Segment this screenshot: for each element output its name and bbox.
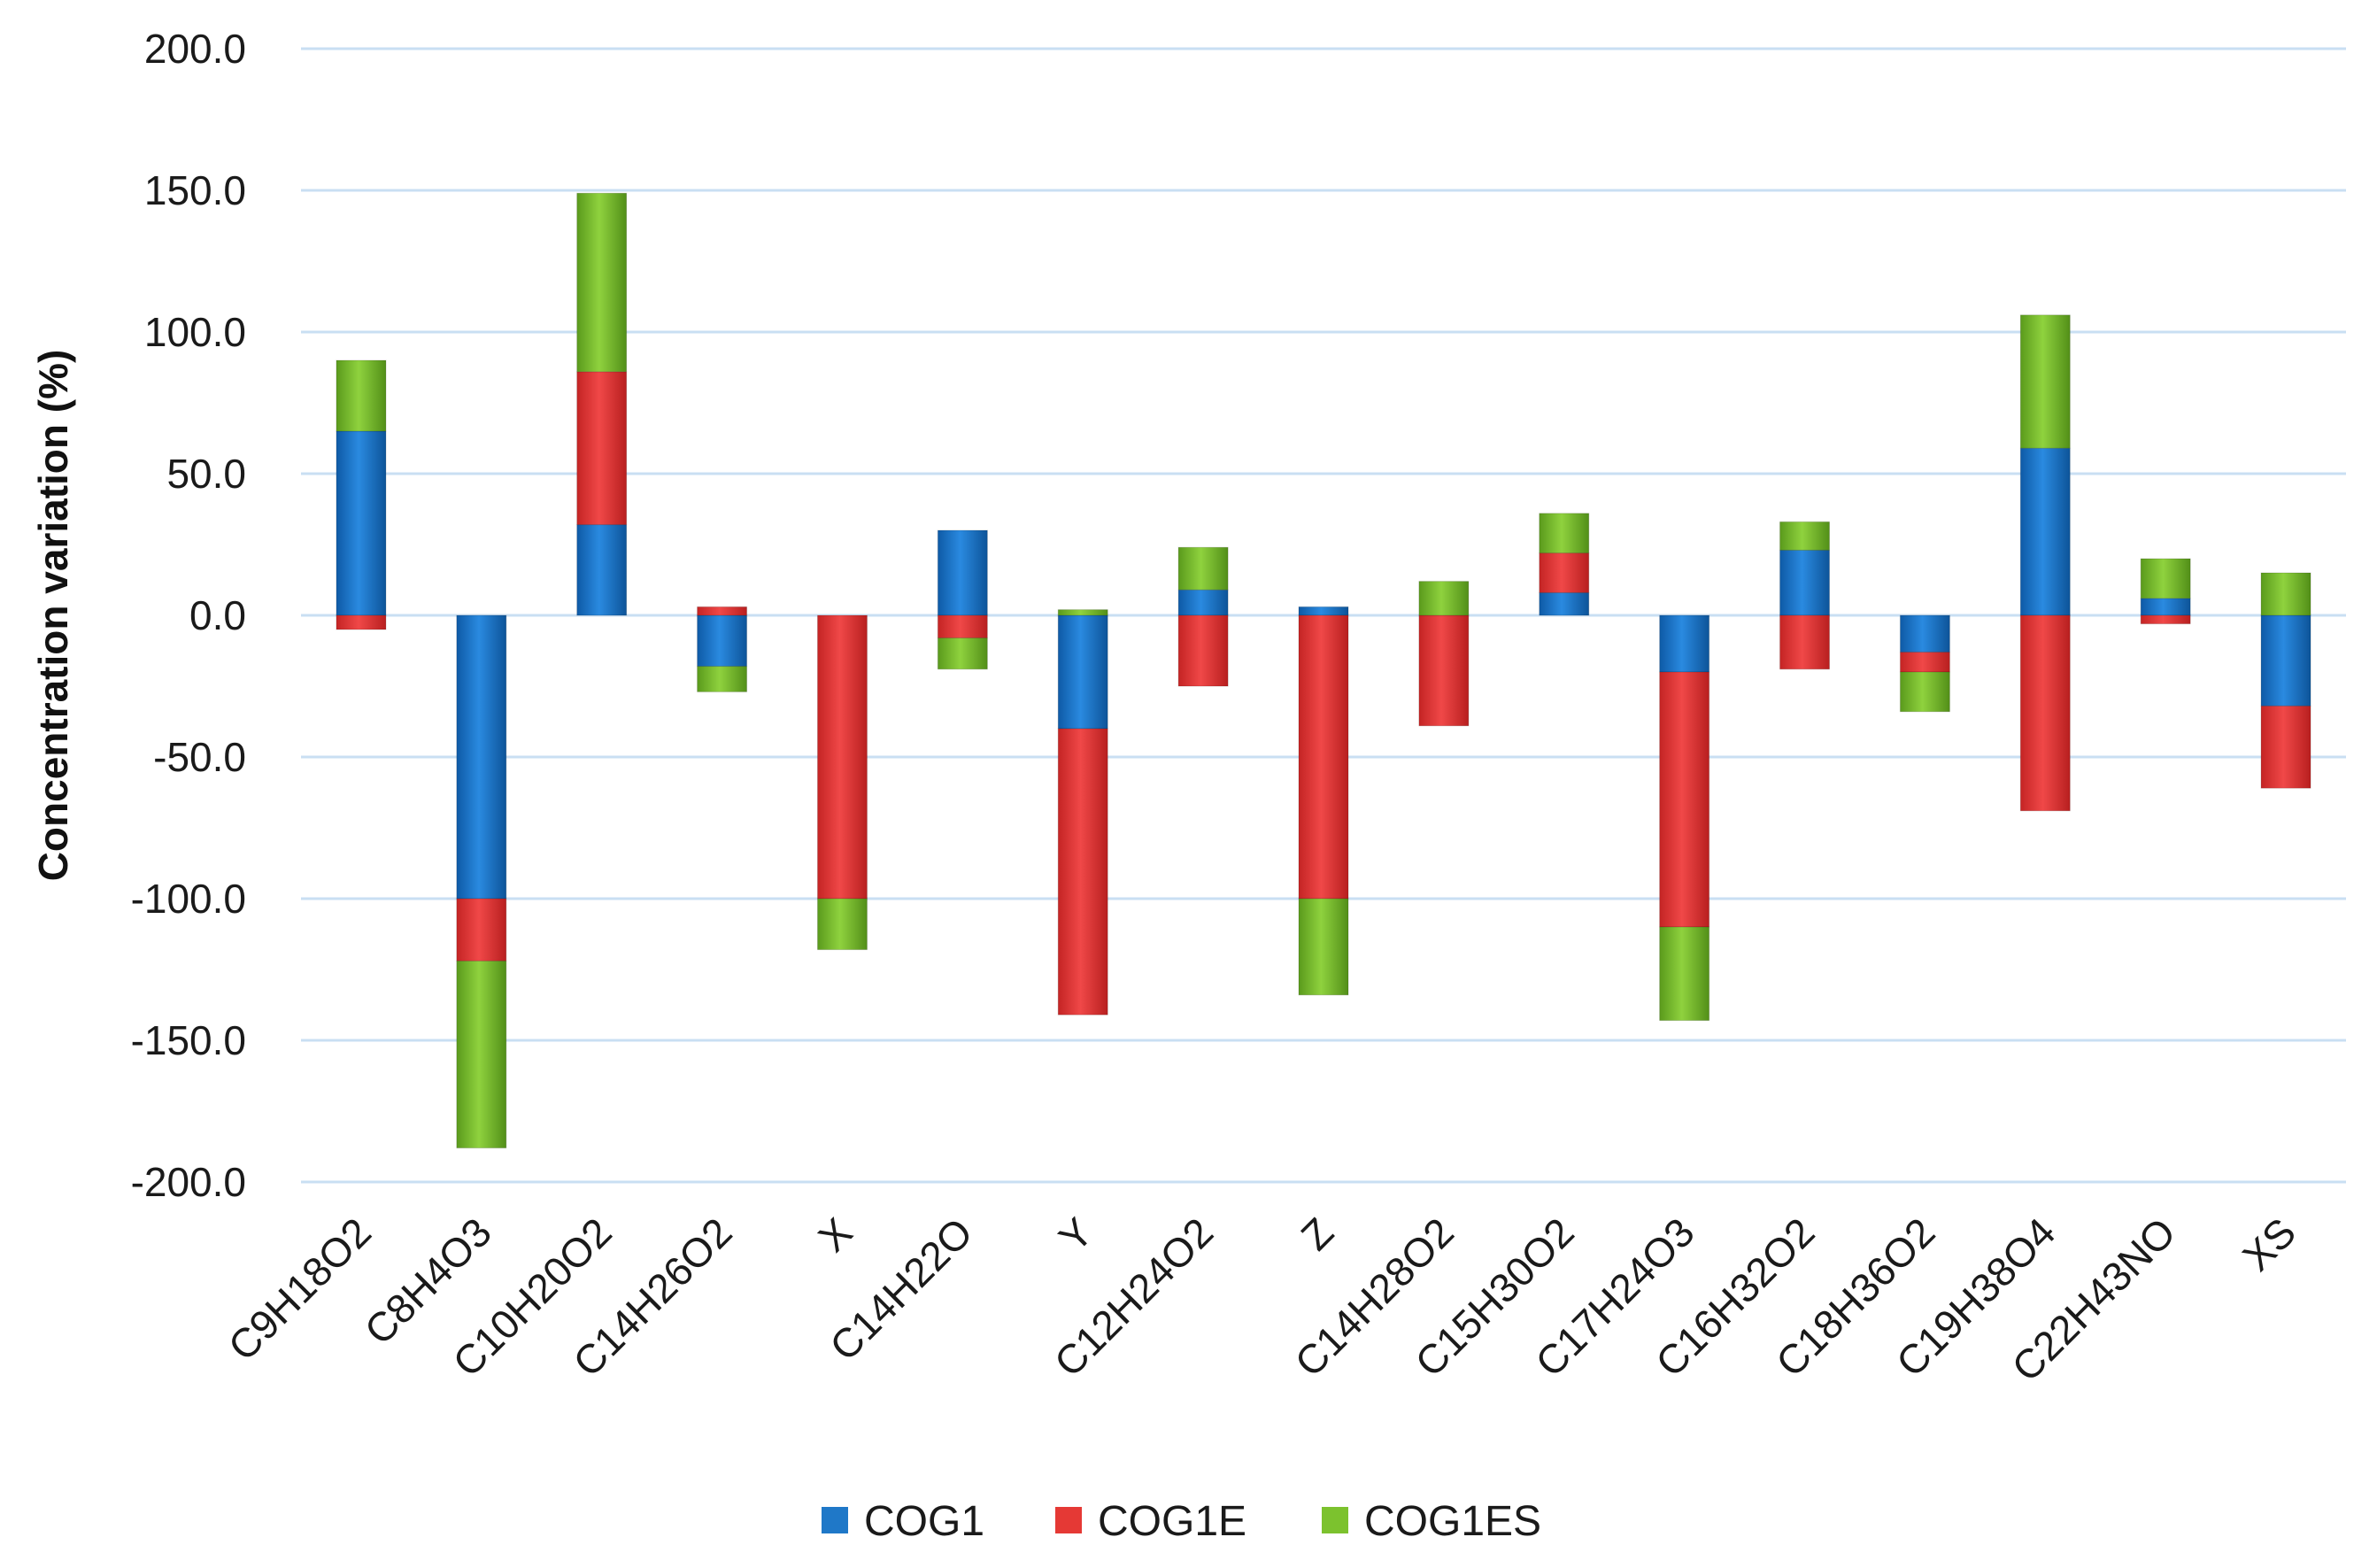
bar-cog1-z — [1298, 606, 1349, 616]
legend-label-cog1es: COG1ES — [1364, 1498, 1541, 1545]
bar-cog1es-c17h24o3 — [1659, 926, 1710, 1022]
bar-cog1e-c16h32o2 — [1779, 614, 1831, 670]
bar-cog1e-c8h4o3 — [456, 898, 507, 962]
bar-cog1e-xs — [2260, 705, 2311, 789]
bar-cog1-c9h18o2 — [336, 430, 387, 616]
bar-cog1es-c10h20o2 — [576, 192, 628, 373]
bar-cog1-c10h20o2 — [576, 524, 628, 616]
bar-cog1-c15h30o2 — [1539, 591, 1590, 616]
bar-cog1e-z — [1298, 614, 1349, 900]
bar-cog1-c17h24o3 — [1659, 614, 1710, 673]
legend-swatch-cog1es — [1322, 1507, 1348, 1533]
bar-cog1es-x — [816, 898, 868, 951]
legend: COG1 COG1E COG1ES — [822, 1498, 1541, 1545]
bar-cog1e-x — [816, 614, 868, 900]
y-tick-label: 150.0 — [144, 167, 246, 213]
bar-cog1-c18h36o2 — [1899, 614, 1950, 653]
bar-cog1es-c14h22o — [937, 637, 988, 670]
bar-cog1e-c18h36o2 — [1899, 652, 1950, 673]
bar-cog1es-y — [1057, 609, 1108, 616]
bar-cog1es-c15h30o2 — [1539, 513, 1590, 554]
bar-cog1es-c16h32o2 — [1779, 521, 1831, 551]
bar-cog1es-c14h28o2 — [1418, 581, 1470, 616]
bar-cog1-c16h32o2 — [1779, 549, 1831, 616]
bar-cog1es-c9h18o2 — [336, 359, 387, 432]
bar-cog1-c22h43no — [2140, 598, 2191, 616]
y-tick-label: 200.0 — [144, 26, 246, 72]
bar-cog1e-c14h28o2 — [1418, 614, 1470, 727]
bar-cog1e-c9h18o2 — [336, 614, 387, 630]
bar-cog1e-y — [1057, 728, 1108, 1016]
bar-cog1e-c14h26o2 — [697, 606, 748, 616]
y-tick-label: -50.0 — [153, 734, 246, 780]
y-tick-label: 0.0 — [189, 592, 246, 638]
x-tick-label: X — [809, 1209, 861, 1260]
bar-cog1e-c22h43no — [2140, 614, 2191, 625]
bar-cog1es-c22h43no — [2140, 558, 2191, 599]
x-tick-label: C9H18O2 — [220, 1209, 380, 1369]
legend-label-cog1e: COG1E — [1098, 1498, 1246, 1545]
x-tick-label: Z — [1292, 1209, 1342, 1259]
y-tick-label: -100.0 — [131, 876, 246, 922]
bar-cog1-c19h38o4 — [2019, 447, 2071, 616]
y-axis-tick-labels: 200.0 150.0 100.0 50.0 0.0 -50.0 -100.0 -150.0 -… — [131, 26, 246, 1205]
bar-cog1e-c10h20o2 — [576, 371, 628, 526]
bar-cog1e-c12h24o2 — [1177, 614, 1229, 687]
bar-cog1e-c14h22o — [937, 614, 988, 639]
bar-cog1e-c15h30o2 — [1539, 552, 1590, 593]
bar-cog1es-xs — [2260, 572, 2311, 616]
bar-cog1e-c17h24o3 — [1659, 671, 1710, 928]
bar-cog1-c14h26o2 — [697, 614, 748, 668]
x-tick-label: XS — [2234, 1209, 2304, 1279]
y-axis-title: Concentration variation (%) — [30, 350, 76, 882]
legend-swatch-cog1e — [1055, 1507, 1082, 1533]
bar-cog1-xs — [2260, 614, 2311, 707]
y-tick-label: -150.0 — [131, 1017, 246, 1063]
bar-cog1-c8h4o3 — [456, 614, 507, 900]
bar-cog1e-c19h38o4 — [2019, 614, 2071, 812]
bar-cog1-y — [1057, 614, 1108, 730]
bar-cog1-c14h22o — [937, 529, 988, 616]
y-tick-label: 50.0 — [166, 451, 246, 497]
bars — [336, 192, 2311, 1149]
y-tick-label: -200.0 — [131, 1159, 246, 1205]
bar-cog1es-c19h38o4 — [2019, 314, 2071, 449]
bar-cog1es-c14h26o2 — [697, 666, 748, 692]
bar-cog1es-z — [1298, 898, 1349, 996]
y-tick-label: 100.0 — [144, 309, 246, 355]
bar-cog1es-c12h24o2 — [1177, 546, 1229, 591]
legend-label-cog1: COG1 — [864, 1498, 984, 1545]
legend-swatch-cog1 — [822, 1507, 848, 1533]
bar-cog1-c12h24o2 — [1177, 589, 1229, 616]
bar-cog1es-c8h4o3 — [456, 960, 507, 1149]
x-tick-label: Y — [1050, 1209, 1101, 1260]
bar-cog1es-c18h36o2 — [1899, 671, 1950, 713]
